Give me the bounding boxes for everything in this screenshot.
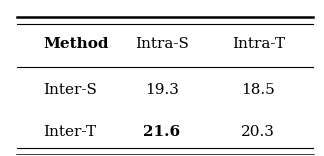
Text: Method: Method: [43, 37, 109, 51]
Text: 20.3: 20.3: [241, 125, 275, 139]
Text: 18.5: 18.5: [241, 83, 275, 97]
Text: 19.3: 19.3: [145, 83, 179, 97]
Text: 21.6: 21.6: [144, 125, 180, 139]
Text: Inter-T: Inter-T: [43, 125, 96, 139]
Text: Inter-S: Inter-S: [43, 83, 97, 97]
Text: Intra-S: Intra-S: [135, 37, 189, 51]
Text: Intra-T: Intra-T: [232, 37, 285, 51]
